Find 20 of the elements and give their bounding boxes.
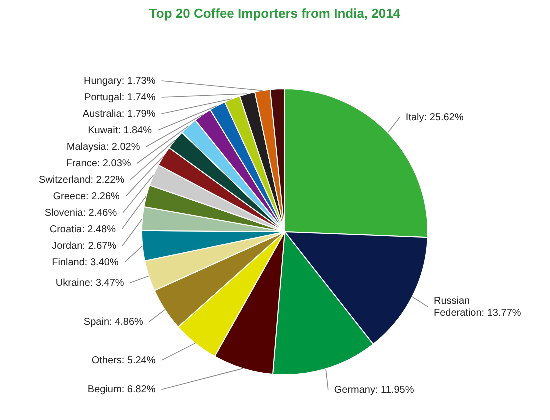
slice-label: Hungary: 1.73% bbox=[84, 76, 156, 87]
slice-label: Portugal: 1.74% bbox=[84, 92, 156, 104]
slice-label: France: 2.03% bbox=[66, 158, 132, 170]
slice-label: Switzerland: 2.22% bbox=[39, 175, 125, 186]
slice-label: Finland: 3.40% bbox=[52, 258, 119, 268]
slice-label: Begium: 6.82% bbox=[88, 384, 156, 396]
slice-label: Australia: 1.79% bbox=[82, 109, 156, 120]
slice-label: Spain: 4.86% bbox=[84, 316, 144, 328]
slice-label: Others: 5.24% bbox=[92, 356, 156, 367]
slice-label: Germany: 11.95% bbox=[334, 385, 414, 396]
slice-label: Slovenia: 2.46% bbox=[44, 208, 118, 219]
slice-label: Malaysia: 2.02% bbox=[66, 142, 140, 153]
slice-label: Greece: 2.26% bbox=[53, 192, 120, 202]
slice-label: Russian Federation: 13.77% bbox=[434, 296, 522, 319]
slice-label: Croatia: 2.48% bbox=[50, 224, 116, 236]
slice-label: Kuwait: 1.84% bbox=[88, 126, 152, 136]
slice-label: Italy: 25.62% bbox=[406, 112, 464, 124]
slice-label: Ukraine: 3.47% bbox=[56, 278, 124, 290]
slice-label: Jordan: 2.67% bbox=[52, 241, 117, 252]
chart-title: Top 20 Coffee Importers from India, 2014 bbox=[149, 6, 402, 21]
